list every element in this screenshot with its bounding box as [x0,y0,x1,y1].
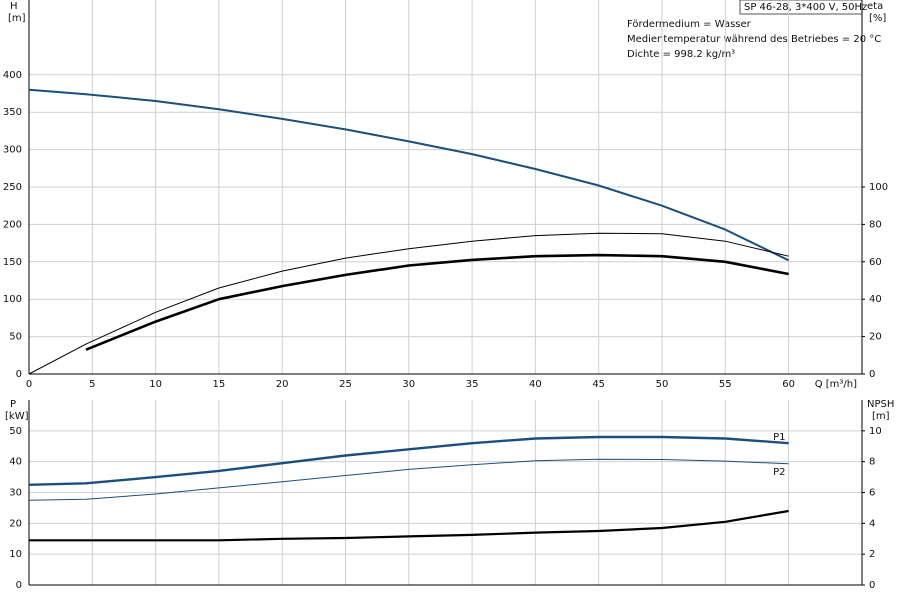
y-axis-label: H [10,1,18,12]
x-tick-label: 30 [402,379,415,390]
curve [28,435,789,486]
y2-axis-label: eta [867,1,883,12]
x-tick-label: 25 [339,379,352,390]
y-tick-label: 50 [9,332,22,343]
y2-tick-label: 6 [869,488,875,499]
y2-tick-label: 60 [869,257,882,268]
y-tick-label: 150 [3,257,22,268]
x-tick-label: 10 [149,379,162,390]
y-tick-label: 200 [3,219,22,230]
x-tick-label: 20 [276,379,289,390]
y2-tick-label: 0 [869,580,875,591]
y-tick-label: 350 [3,107,22,118]
y2-tick-label: 80 [869,219,882,230]
y-tick-label: 30 [9,488,22,499]
x-tick-label: 0 [26,379,32,390]
y2-tick-label: 4 [869,518,875,529]
annotation: Medientemperatur während des Betriebes =… [627,34,881,45]
x-tick-label: 50 [656,379,669,390]
y-axis-label: P [10,399,16,410]
y-tick-label: 400 [3,70,22,81]
curve [28,232,789,375]
curve [28,458,789,501]
y2-tick-label: 100 [869,182,888,193]
annotation: Fördermedium = Wasser [627,19,752,30]
y-tick-label: 300 [3,145,22,156]
y-tick-label: 100 [3,294,22,305]
y2-tick-label: 40 [869,294,882,305]
y-tick-label: 250 [3,182,22,193]
x-tick-label: 60 [782,379,795,390]
x-tick-label: 55 [719,379,732,390]
legend-label: P2 [773,467,785,478]
y2-tick-label: 8 [869,457,875,468]
y2-axis-label: NPSH [867,399,894,410]
y-tick-label: 0 [16,580,22,591]
x-tick-label: 35 [466,379,479,390]
y-tick-label: 20 [9,518,22,529]
chart-title: SP 46-28, 3*400 V, 50Hz [744,2,867,13]
x-axis-label: Q [m³/h] [815,379,857,390]
legend-label: P1 [773,432,785,443]
y2-tick-label: 20 [869,332,882,343]
curve [28,88,790,262]
y2-tick-label: 0 [869,369,875,380]
y-tick-label: 50 [9,426,22,437]
y-axis-unit: [kW] [5,411,29,422]
y2-tick-label: 10 [869,426,882,437]
y2-axis-unit: [%] [869,13,886,24]
x-tick-label: 45 [592,379,605,390]
y-tick-label: 40 [9,457,22,468]
y-tick-label: 0 [16,369,22,380]
x-tick-label: 40 [529,379,542,390]
y-axis-unit: [m] [8,13,26,24]
x-tick-label: 15 [213,379,226,390]
y2-axis-unit: [m] [872,411,890,422]
curve [85,253,789,351]
y-tick-label: 10 [9,549,22,560]
curve [29,509,789,542]
annotation: Dichte = 998.2 kg/m³ [627,49,735,60]
x-tick-label: 5 [89,379,95,390]
y2-tick-label: 2 [869,549,875,560]
